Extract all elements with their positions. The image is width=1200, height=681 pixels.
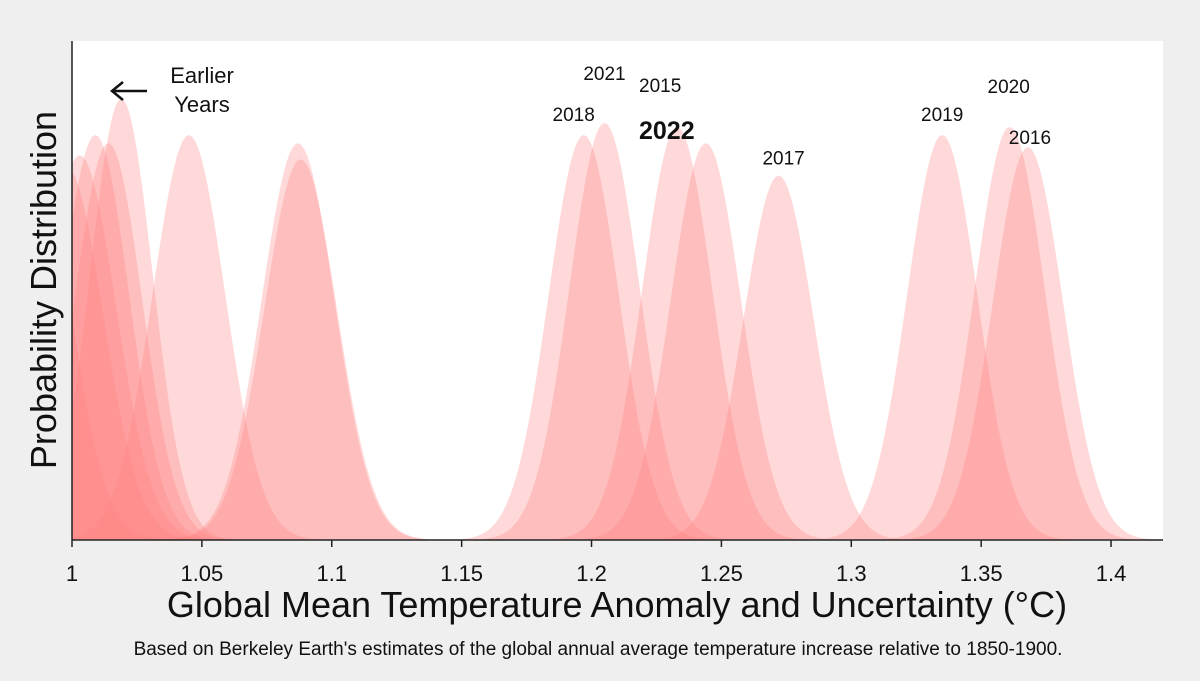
year-label-2018: 2018 bbox=[553, 105, 595, 126]
earlier-years-annotation: Earlier Years bbox=[110, 63, 234, 117]
year-label-2015: 2015 bbox=[639, 76, 681, 97]
plot-background bbox=[72, 41, 1163, 540]
distribution-curve-earlier-2 bbox=[72, 155, 262, 540]
year-label-2017: 2017 bbox=[762, 149, 804, 170]
x-tick-label: 1.35 bbox=[960, 561, 1003, 586]
distribution-curve-earlier-1 bbox=[72, 171, 249, 540]
x-tick-label: 1.4 bbox=[1096, 561, 1127, 586]
annotation-line-1: Earlier bbox=[170, 63, 234, 88]
x-tick-label: 1 bbox=[66, 561, 78, 586]
year-label-2020: 2020 bbox=[988, 77, 1030, 98]
x-tick-label: 1.1 bbox=[316, 561, 347, 586]
annotation-line-2: Years bbox=[174, 92, 229, 117]
distribution-curves bbox=[72, 98, 1163, 540]
x-tick-label: 1.05 bbox=[180, 561, 223, 586]
footnote: Based on Berkeley Earth's estimates of t… bbox=[134, 639, 1063, 660]
distribution-curve-earlier-8 bbox=[118, 159, 483, 540]
x-axis-ticks: 1 1.05 1.1 1.15 1.2 1.25 1.3 1.35 1.4 bbox=[66, 540, 1126, 586]
year-label-2022: 2022 bbox=[639, 117, 695, 145]
year-label-2019: 2019 bbox=[921, 105, 963, 126]
distribution-curve-earlier-7 bbox=[116, 143, 480, 540]
year-labels: 2018 2021 2015 2022 2017 2019 2020 2016 bbox=[553, 64, 1051, 170]
x-tick-label: 1.3 bbox=[836, 561, 867, 586]
distribution-curve-2020 bbox=[834, 126, 1163, 540]
year-label-2016: 2016 bbox=[1009, 128, 1051, 149]
x-tick-label: 1.15 bbox=[440, 561, 483, 586]
distribution-curve-earlier-5 bbox=[72, 98, 278, 540]
x-tick-label: 1.2 bbox=[576, 561, 607, 586]
distribution-curve-earlier-4 bbox=[72, 143, 278, 540]
distribution-curve-earlier-0 bbox=[72, 316, 215, 540]
distribution-curve-2015 bbox=[501, 126, 853, 540]
distribution-curve-2022 bbox=[530, 143, 882, 540]
distribution-curve-2017 bbox=[603, 175, 954, 540]
distribution-curve-2016 bbox=[852, 147, 1163, 540]
distribution-curve-earlier-6 bbox=[72, 135, 371, 540]
distribution-curve-earlier-3 bbox=[72, 135, 265, 540]
y-axis-title: Probability Distribution bbox=[23, 111, 64, 469]
year-label-2021: 2021 bbox=[583, 64, 625, 85]
distribution-curve-2019 bbox=[766, 135, 1118, 540]
left-arrow-head-icon bbox=[110, 81, 124, 101]
x-tick-label: 1.25 bbox=[700, 561, 743, 586]
distribution-curve-2018 bbox=[408, 135, 760, 540]
distribution-curve-2021 bbox=[429, 122, 780, 540]
x-axis-title: Global Mean Temperature Anomaly and Unce… bbox=[167, 584, 1067, 625]
